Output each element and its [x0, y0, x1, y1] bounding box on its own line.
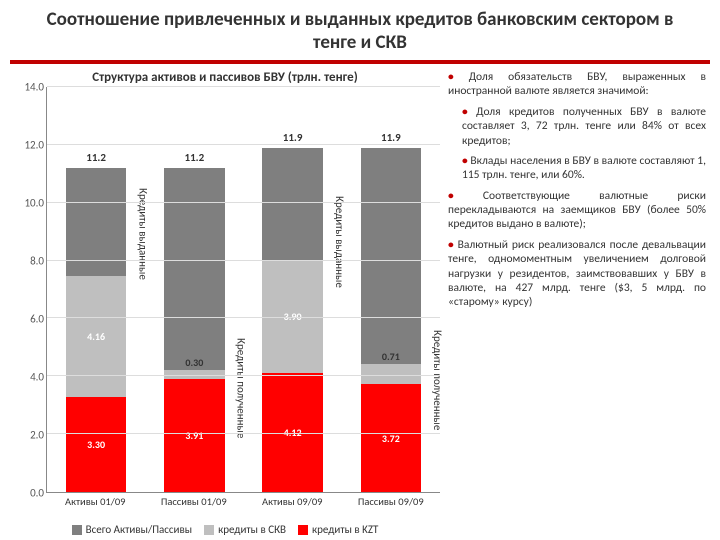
bar: 0.713.72 [361, 148, 422, 492]
bar-segment-skv: 4.16 [66, 276, 127, 396]
x-axis: Активы 01/09Пассивы 01/09Активы 09/09Пас… [46, 493, 440, 517]
grid-line [47, 144, 440, 145]
side-label: Кредиты выданные [333, 196, 346, 288]
segment-label: 3.90 [284, 310, 302, 323]
bar-segment-skv: 0.71 [361, 364, 422, 385]
para-2: • Доля кредитов полученных БВУ в валюте … [448, 105, 706, 148]
bar-segment-skv: 3.90 [262, 260, 323, 373]
y-tick-label: 12.0 [24, 139, 44, 152]
bar-total-label: 11.9 [283, 131, 303, 144]
y-axis: 0.02.04.06.08.010.012.014.0 [10, 87, 46, 493]
x-tick-label: Пассивы 01/09 [145, 493, 244, 517]
grid-line [47, 202, 440, 203]
legend-item: Всего Активы/Пассивы [72, 523, 192, 536]
side-label: Кредиты полученные [235, 338, 248, 438]
grid-line [47, 375, 440, 376]
legend-swatch-icon [204, 525, 214, 535]
text-column: • Доля обязательств БВУ, выраженных в ин… [448, 70, 710, 536]
x-tick-label: Активы 09/09 [243, 493, 342, 517]
grid-line [47, 86, 440, 87]
bar-segment-kzt: 3.72 [361, 384, 422, 492]
y-tick-label: 10.0 [24, 197, 44, 210]
legend-label: Всего Активы/Пассивы [86, 523, 192, 536]
chart-column: Структура активов и пассивов БВУ (трлн. … [10, 70, 440, 536]
bar-segment-kzt: 3.91 [164, 379, 225, 492]
segment-label: 4.16 [87, 330, 105, 343]
bar: 4.16 3.30 [66, 168, 127, 492]
chart-title: Структура активов и пассивов БВУ (трлн. … [10, 70, 440, 85]
legend-label: кредиты в СКВ [218, 523, 286, 536]
legend-item: кредиты в KZT [298, 523, 378, 536]
legend-item: кредиты в СКВ [204, 523, 286, 536]
bar-total-label: 11.9 [381, 131, 401, 144]
para-2-text: Доля кредитов полученных БВУ в валюте со… [462, 105, 706, 148]
bar-total-label: 11.2 [185, 151, 205, 164]
y-tick-label: 0.0 [30, 487, 44, 500]
bullet-icon: • [462, 154, 468, 168]
bar-segment-kzt: 3.30 [66, 397, 127, 492]
y-tick-label: 8.0 [30, 255, 44, 268]
bullet-icon: • [448, 189, 454, 203]
y-tick-label: 4.0 [30, 371, 44, 384]
side-label: Кредиты полученные [431, 330, 444, 430]
bar-group: 11.20.303.91Кредиты полученные [151, 87, 237, 492]
para-4: • Соответствующие валютные риски перекла… [448, 189, 706, 232]
x-tick-label: Активы 01/09 [46, 493, 145, 517]
para-5: • Валютный риск реализовался после девал… [448, 238, 706, 310]
bullet-icon: • [448, 70, 454, 84]
content-row: Структура активов и пассивов БВУ (трлн. … [0, 70, 720, 540]
bar-segment-total [361, 148, 422, 364]
segment-label: 3.30 [87, 438, 105, 451]
legend-swatch-icon [72, 525, 82, 535]
grid-line [47, 260, 440, 261]
legend-swatch-icon [298, 525, 308, 535]
bars-container: 11.2 4.16 3.30 Кредиты выданные 11.2 0.30 3.91… [47, 87, 440, 492]
y-tick-label: 6.0 [30, 313, 44, 326]
bar-segment-total [164, 168, 225, 370]
bar-group: 11.93.904.12Кредиты выданные [249, 87, 335, 492]
bar-group: 11.24.163.30Кредиты выданные [53, 87, 139, 492]
bar-group: 11.90.713.72Кредиты полученные [348, 87, 434, 492]
para-1: • Доля обязательств БВУ, выраженных в ин… [448, 70, 706, 99]
bar: 0.30 3.91 [164, 168, 225, 492]
bar-segment-total [262, 148, 323, 260]
para-3: • Вклады населения в БВУ в валюте состав… [448, 154, 706, 183]
chart-area: 0.02.04.06.08.010.012.014.0 11.24.163.30… [10, 87, 440, 493]
plot-area: 11.2 4.16 3.30 Кредиты выданные 11.2 0.30 3.91… [46, 87, 440, 493]
y-tick-label: 14.0 [24, 81, 44, 94]
bar-total-label: 11.2 [86, 151, 106, 164]
segment-label: 0.30 [185, 356, 203, 369]
segment-label: 0.71 [382, 350, 400, 363]
title-block: Соотношение привлеченных и выданных кред… [0, 0, 720, 58]
title-rule [10, 60, 710, 64]
bullet-icon: • [448, 238, 454, 252]
page-title: Соотношение привлеченных и выданных кред… [30, 8, 690, 54]
y-tick-label: 2.0 [30, 429, 44, 442]
legend-label: кредиты в KZT [312, 523, 378, 536]
bar: 3.904.12 [262, 148, 323, 492]
bullet-icon: • [462, 105, 468, 119]
x-tick-label: Пассивы 09/09 [342, 493, 441, 517]
segment-label: 3.91 [185, 429, 203, 442]
para-1-text: Доля обязательств БВУ, выраженных в инос… [448, 70, 706, 98]
para-3-text: Вклады населения в БВУ в валюте составля… [462, 154, 706, 182]
legend: Всего Активы/Пассивы кредиты в СКВ кредиты… [10, 523, 440, 536]
grid-line [47, 433, 440, 434]
para-4-text: Соответствующие валютные риски переклады… [448, 189, 706, 232]
para-5-text: Валютный риск реализовался после девальв… [448, 238, 706, 310]
grid-line [47, 317, 440, 318]
slide-root: Соотношение привлеченных и выданных кред… [0, 0, 720, 540]
